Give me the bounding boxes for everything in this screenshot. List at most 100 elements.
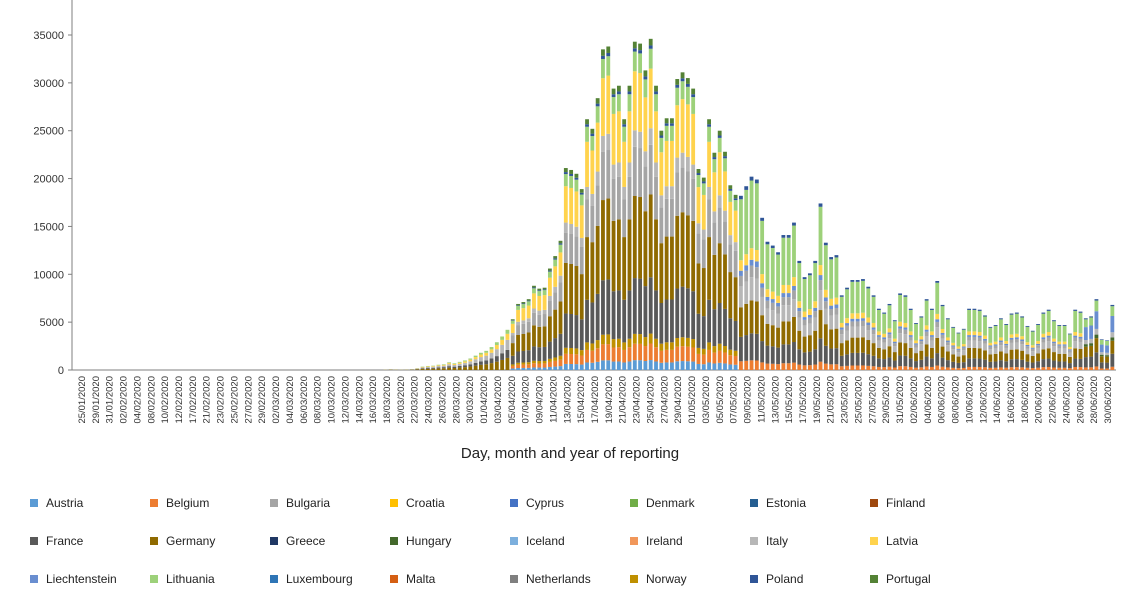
bar-segment-liechtenstein bbox=[977, 335, 982, 338]
bar-segment-italy bbox=[754, 278, 759, 302]
x-tick-label: 16/06/2020 bbox=[1006, 376, 1017, 424]
bar-segment-poland bbox=[632, 48, 637, 52]
bar-segment-poland bbox=[977, 309, 982, 311]
bar-segment-poland bbox=[712, 157, 717, 160]
bar-segment-belgium bbox=[781, 363, 786, 370]
bar-segment-poland bbox=[574, 177, 579, 180]
bar-segment-bulgaria bbox=[696, 233, 701, 264]
bar-segment-poland bbox=[956, 332, 961, 334]
x-tick-label: 18/03/2020 bbox=[382, 376, 393, 424]
bar-segment-germany bbox=[744, 303, 749, 336]
bar-segment-germany bbox=[919, 350, 924, 360]
bar-segment-latvia bbox=[707, 141, 711, 187]
bar-segment-italy bbox=[749, 277, 754, 301]
bar-segment-poland bbox=[691, 94, 696, 98]
legend-item: Netherlands bbox=[510, 572, 591, 586]
bar-segment-belgium bbox=[1041, 367, 1046, 370]
bar-segment-france bbox=[983, 359, 987, 368]
bar-segment-bulgaria bbox=[945, 342, 950, 346]
legend-swatch bbox=[510, 575, 518, 583]
bar-segment-lithuania bbox=[749, 180, 754, 249]
bar-segment-liechtenstein bbox=[908, 335, 913, 337]
bar-segment-liechtenstein bbox=[919, 339, 924, 342]
bar-segment-austria bbox=[579, 364, 584, 370]
bar-segment-lithuania bbox=[977, 310, 982, 333]
bar-segment-poland bbox=[924, 299, 929, 301]
bar-segment-latvia bbox=[441, 364, 446, 366]
bar-segment-bulgaria bbox=[733, 250, 738, 278]
bar-segment-liechtenstein bbox=[765, 296, 770, 301]
bar-segment-germany bbox=[494, 361, 499, 370]
bar-segment-lithuania bbox=[983, 316, 987, 336]
bar-segment-liechtenstein bbox=[1094, 311, 1099, 329]
bar-segment-germany bbox=[999, 351, 1003, 361]
bar-segment-france bbox=[839, 355, 844, 367]
bar-segment-latvia bbox=[924, 325, 929, 330]
bar-segment-liechtenstein bbox=[839, 327, 844, 330]
bar-segment-france bbox=[707, 299, 711, 343]
bar-segment-france bbox=[664, 299, 669, 343]
bar-segment-norway bbox=[723, 345, 727, 353]
legend-item: Latvia bbox=[870, 534, 918, 548]
bar-segment-italy bbox=[908, 340, 913, 348]
legend-swatch bbox=[150, 575, 158, 583]
bar-segment-bulgaria bbox=[1014, 338, 1019, 343]
bar-segment-germany bbox=[590, 242, 595, 303]
bar-segment-latvia bbox=[505, 333, 510, 340]
bar-segment-bulgaria bbox=[701, 239, 706, 269]
bar-segment-belgium bbox=[940, 366, 945, 370]
bar-segment-germany bbox=[510, 343, 515, 356]
bar-segment-liechtenstein bbox=[983, 338, 987, 341]
legend-label: Estonia bbox=[766, 496, 807, 510]
bar-segment-lithuania bbox=[882, 313, 887, 334]
bar-segment-portugal bbox=[707, 119, 711, 125]
x-tick-label: 06/03/2020 bbox=[299, 376, 310, 424]
bar-segment-portugal bbox=[670, 118, 674, 124]
bar-segment-poland bbox=[834, 255, 839, 258]
bar-segment-belgium bbox=[616, 347, 621, 362]
bar-segment-germany bbox=[648, 194, 653, 278]
bar-segment-germany bbox=[521, 333, 526, 351]
bar-segment-bulgaria bbox=[1073, 337, 1078, 342]
x-tick-label: 31/05/2020 bbox=[895, 376, 906, 424]
bar-segment-liechtenstein bbox=[1041, 337, 1046, 339]
bar-segment-italy bbox=[521, 320, 526, 324]
bar-segment-latvia bbox=[845, 318, 849, 324]
bar-segment-belgium bbox=[601, 344, 605, 361]
bar-segment-lithuania bbox=[807, 275, 812, 310]
bar-segment-poland bbox=[569, 173, 574, 176]
bar-segment-france bbox=[818, 338, 823, 362]
x-tick-label: 28/06/2020 bbox=[1089, 376, 1100, 424]
bar-segment-portugal bbox=[654, 85, 658, 92]
bar-segment-portugal bbox=[611, 88, 616, 95]
bar-segment-italy bbox=[744, 281, 749, 304]
bar-segment-germany bbox=[452, 367, 457, 370]
bar-segment-liechtenstein bbox=[786, 293, 791, 298]
x-tick-label: 19/05/2020 bbox=[812, 376, 823, 424]
bar-segment-liechtenstein bbox=[993, 344, 998, 346]
bar-segment-germany bbox=[558, 301, 563, 334]
bar-segment-bulgaria bbox=[776, 306, 780, 314]
bar-segment-lithuania bbox=[792, 225, 796, 278]
legend-item: Cyprus bbox=[510, 496, 564, 510]
bar-segment-bulgaria bbox=[972, 336, 977, 341]
bar-segment-poland bbox=[967, 308, 971, 310]
bar-segment-lithuania bbox=[1009, 314, 1014, 335]
bar-segment-italy bbox=[696, 223, 701, 234]
x-tick-label: 20/03/2020 bbox=[396, 376, 407, 424]
bar-segment-italy bbox=[1014, 342, 1019, 350]
bar-segment-italy bbox=[638, 131, 643, 149]
bar-segment-poland bbox=[1078, 311, 1083, 313]
bar-segment-belgium bbox=[887, 366, 892, 370]
legend-item: Ireland bbox=[630, 534, 683, 548]
bar-segment-belgium bbox=[1057, 367, 1062, 370]
bar-segment-liechtenstein bbox=[892, 341, 897, 344]
bar-segment-latvia bbox=[861, 312, 865, 319]
bar-segment-latvia bbox=[951, 342, 956, 346]
bar-segment-liechtenstein bbox=[1057, 344, 1062, 346]
bar-segment-italy bbox=[553, 286, 558, 293]
bar-segment-germany bbox=[993, 353, 998, 362]
bar-segment-latvia bbox=[542, 295, 547, 310]
bar-segment-italy bbox=[1004, 347, 1009, 354]
bar-segment-germany bbox=[457, 367, 462, 370]
